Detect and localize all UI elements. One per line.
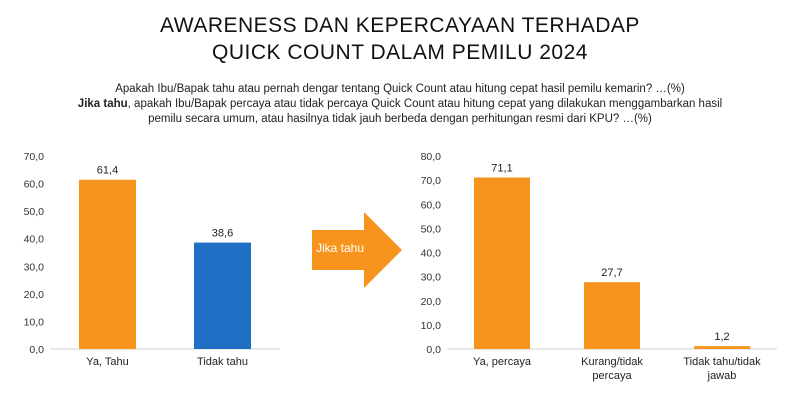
awareness-bar xyxy=(194,242,251,349)
trust-data-label: 71,1 xyxy=(491,162,512,174)
trust-category-label: Kurang/tidak xyxy=(581,356,643,368)
arrow-label: Jika tahu xyxy=(316,241,365,255)
trust-ytick-label: 30,0 xyxy=(421,272,442,284)
trust-bar xyxy=(474,177,530,349)
awareness-category-label: Tidak tahu xyxy=(197,356,248,368)
awareness-ytick-label: 60,0 xyxy=(24,179,45,191)
trust-category-label: Ya, percaya xyxy=(473,356,532,368)
trust-ytick-label: 0,0 xyxy=(426,344,441,356)
page-title-line1: AWARENESS DAN KEPERCAYAAN TERHADAP xyxy=(160,14,640,37)
trust-ytick-label: 80,0 xyxy=(421,151,442,163)
trust-category-label: percaya xyxy=(592,370,632,382)
trust-chart: 0,0 10,0 20,0 30,0 40,0 50,0 60,0 70,0 80,0 71,1 Y… xyxy=(421,151,777,382)
awareness-chart: 0,0 10,0 20,0 30,0 40,0 50,0 60,0 70,0 61,4 Ya, T… xyxy=(24,151,280,368)
question-trust-text-line2: pemilu secara umum, atau hasilnya tidak … xyxy=(148,113,652,125)
trust-ytick-label: 50,0 xyxy=(421,223,442,235)
page-title-line2: QUICK COUNT DALAM PEMILU 2024 xyxy=(212,41,588,64)
arrow-jika-tahu: Jika tahu xyxy=(312,212,402,288)
trust-data-label: 1,2 xyxy=(714,331,729,343)
trust-bar xyxy=(694,346,750,349)
awareness-ytick-label: 20,0 xyxy=(24,289,45,301)
trust-bar xyxy=(584,282,640,349)
awareness-data-label: 61,4 xyxy=(97,165,118,177)
awareness-ytick-label: 70,0 xyxy=(24,151,45,163)
trust-ytick-label: 40,0 xyxy=(421,248,442,260)
awareness-ytick-label: 0,0 xyxy=(29,344,44,356)
trust-ytick-label: 10,0 xyxy=(421,320,442,332)
awareness-data-label: 38,6 xyxy=(212,228,233,240)
arrow-right-icon xyxy=(312,212,402,288)
awareness-ytick-label: 30,0 xyxy=(24,261,45,273)
question-awareness: Apakah Ibu/Bapak tahu atau pernah dengar… xyxy=(115,83,685,95)
awareness-category-label: Ya, Tahu xyxy=(86,356,128,368)
trust-category-label: Tidak tahu/tidak xyxy=(683,356,761,368)
trust-category-label: jawab xyxy=(707,370,737,382)
trust-ytick-label: 70,0 xyxy=(421,175,442,187)
trust-data-label: 27,7 xyxy=(601,267,622,279)
trust-ytick-label: 20,0 xyxy=(421,296,442,308)
question-trust: Jika tahu, apakah Ibu/Bapak percaya atau… xyxy=(20,97,780,127)
trust-ytick-label: 60,0 xyxy=(421,199,442,211)
awareness-ytick-label: 10,0 xyxy=(24,316,45,328)
question-trust-text: , apakah Ibu/Bapak percaya atau tidak pe… xyxy=(127,98,723,110)
awareness-ytick-label: 40,0 xyxy=(24,234,45,246)
awareness-ytick-label: 50,0 xyxy=(24,206,45,218)
awareness-bar xyxy=(79,179,136,349)
question-trust-bold: Jika tahu xyxy=(77,98,128,110)
